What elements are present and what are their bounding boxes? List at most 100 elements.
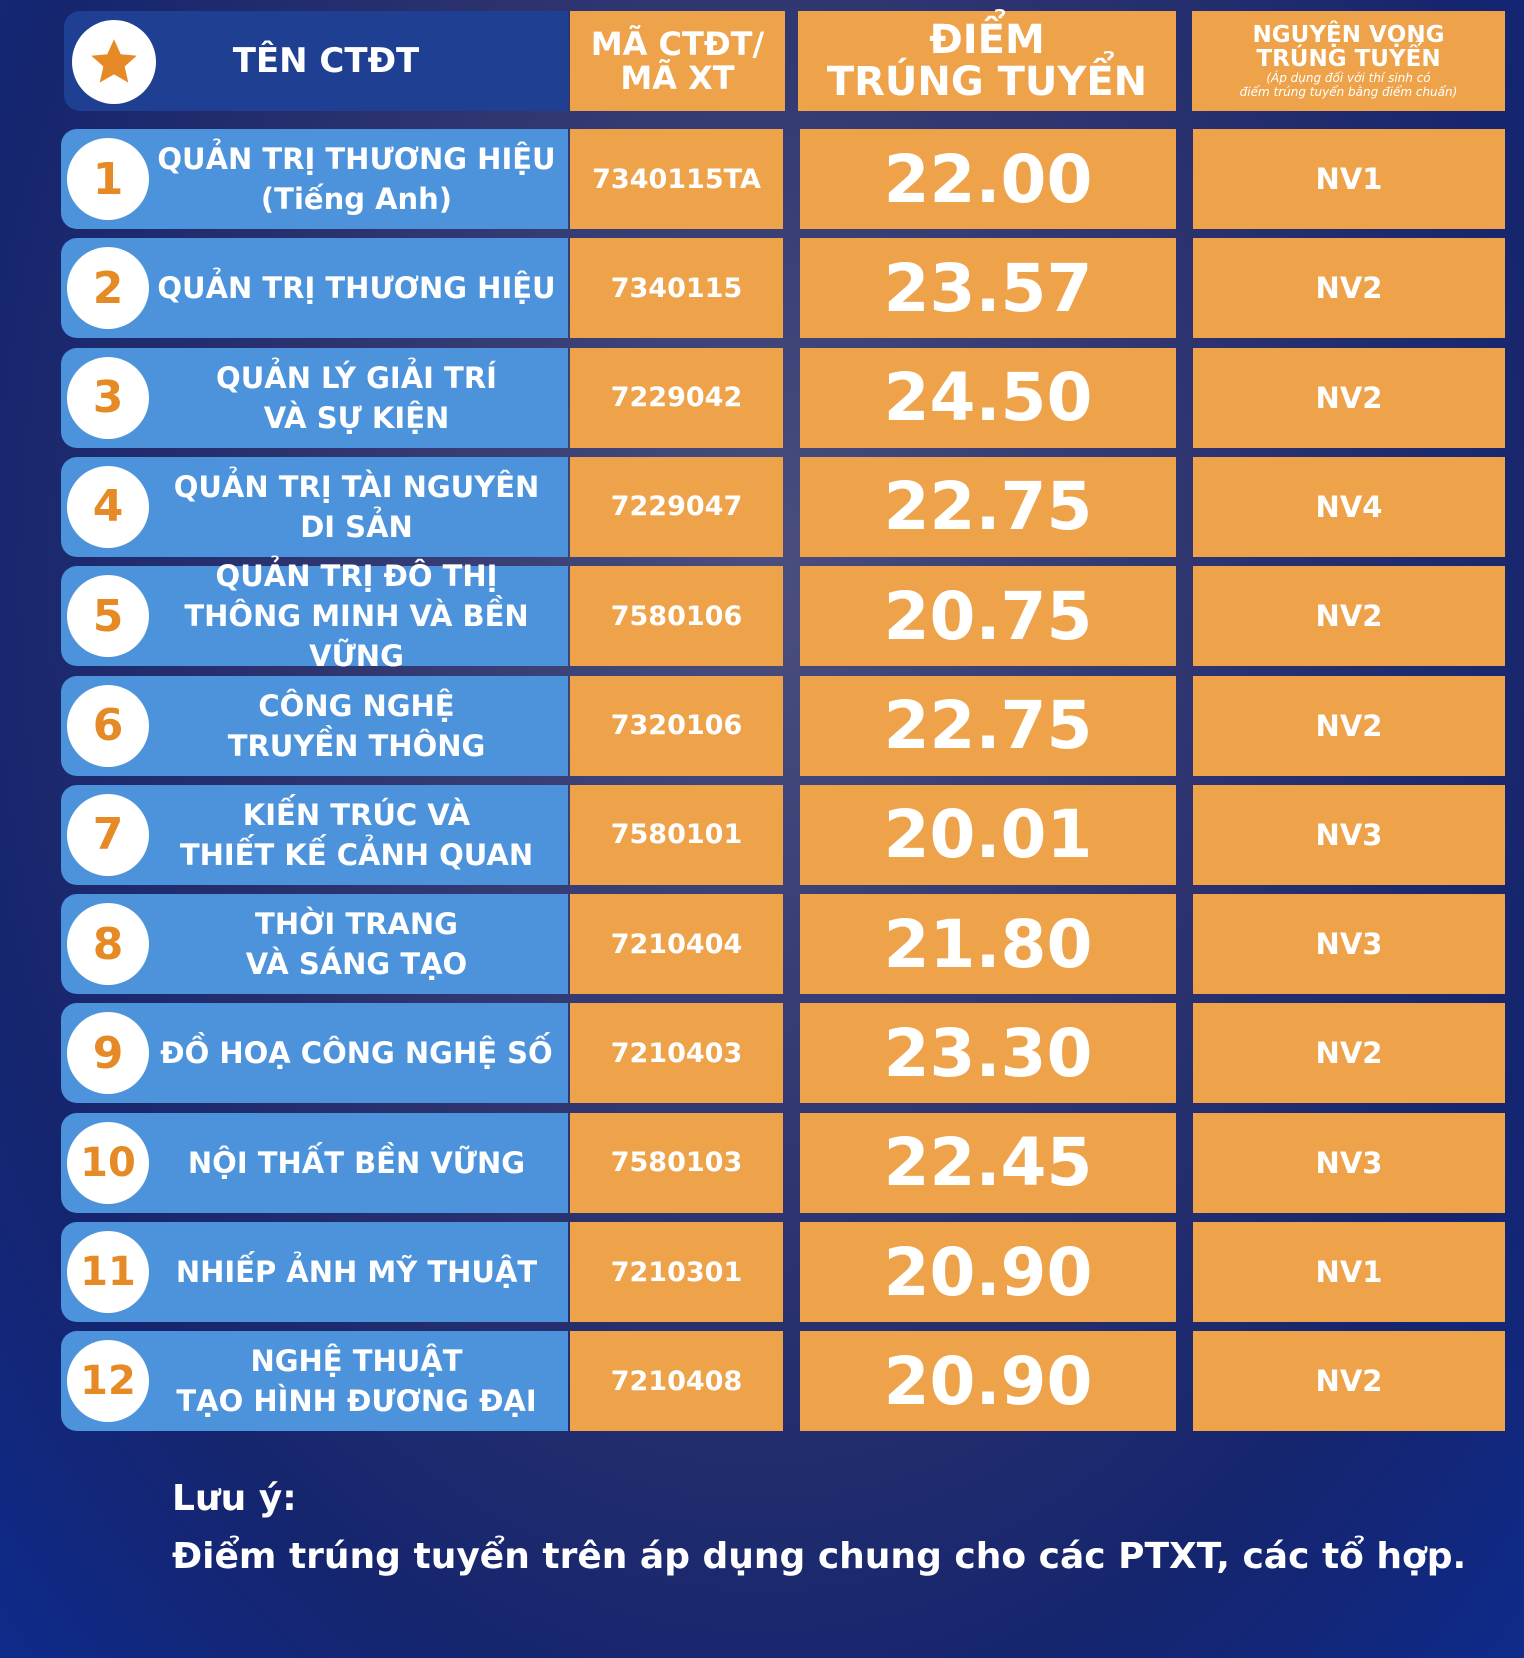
header-code-cell: MÃ CTĐT/ MÃ XT [570,11,785,111]
header-title: MÃ XT [620,59,735,97]
nv-cell: NV1 [1193,1222,1505,1322]
name-line: TẠO HÌNH ĐƯƠNG ĐẠI [176,1384,537,1419]
name-text: KIẾN TRÚC VÀ THIẾT KẾ CẢNH QUAN [151,785,562,885]
note-title: Lưu ý: [172,1478,297,1519]
score-cell: 22.75 [800,675,1176,776]
row-number: 12 [67,1340,149,1423]
name-line: THỜI TRANG [255,907,458,942]
name-line: TRUYỀN THÔNG [227,728,486,763]
name-cell: 8 THỜI TRANG VÀ SÁNG TẠO [61,894,568,995]
name-text: QUẢN TRỊ ĐÔ THỊ THÔNG MINH VÀ BỀN VỮNG [151,559,562,673]
code-cell: 7210408 [570,1331,783,1432]
name-line: NỘI THẤT BỀN VỮNG [187,1145,526,1180]
code-cell: 7580106 [570,566,783,667]
name-cell: 3 QUẢN LÝ GIẢI TRÍ VÀ SỰ KIỆN [61,347,568,448]
score-cell: 23.57 [800,238,1176,339]
name-cell: 11 NHIẾP ẢNH MỸ THUẬT [61,1222,568,1322]
name-line: KIẾN TRÚC VÀ [242,797,471,832]
name-text: NỘI THẤT BỀN VỮNG [151,1113,562,1213]
name-cell: 10 NỘI THẤT BỀN VỮNG [61,1112,568,1213]
code-cell: 7229042 [570,347,783,448]
name-text: QUẢN TRỊ TÀI NGUYÊN DI SẢN [151,457,562,557]
name-line: QUẢN TRỊ TÀI NGUYÊN [173,469,540,504]
nv-cell: NV2 [1193,1003,1505,1104]
nv-cell: NV3 [1193,894,1505,995]
name-text: CÔNG NGHỆ TRUYỀN THÔNG [151,676,562,776]
name-line: QUẢN LÝ GIẢI TRÍ [216,360,497,395]
header-title: TRÚNG TUYỂN [826,59,1148,105]
star-icon [91,39,137,83]
name-cell: 1 QUẢN TRỊ THƯƠNG HIỆU (Tiếng Anh) [61,129,568,229]
name-line: NGHỆ THUẬT [250,1344,463,1379]
note-text: Điểm trúng tuyển trên áp dụng chung cho … [172,1536,1467,1577]
name-cell: 2 QUẢN TRỊ THƯƠNG HIỆU [61,238,568,339]
row-number: 3 [67,356,149,439]
name-text: ĐỒ HOẠ CÔNG NGHỆ SỐ [151,1003,562,1103]
code-cell: 7210404 [570,894,783,995]
row-number: 9 [67,1012,149,1095]
nv-cell: NV2 [1193,238,1505,339]
header-name-cell: TÊN CTĐT [64,11,568,111]
row-number: 5 [67,575,149,658]
code-cell: 7340115 [570,238,783,339]
row-number: 7 [67,793,149,876]
row-number: 8 [67,903,149,986]
row-number: 1 [67,138,149,220]
star-badge [72,20,156,104]
nv-cell: NV3 [1193,784,1505,885]
score-cell: 23.30 [800,1003,1176,1104]
nv-cell: NV2 [1193,675,1505,776]
name-line: VÀ SÁNG TẠO [245,947,468,982]
header-score-cell: ĐIỂM TRÚNG TUYỂN [798,11,1176,111]
code-cell: 7580103 [570,1112,783,1213]
name-cell: 12 NGHỆ THUẬT TẠO HÌNH ĐƯƠNG ĐẠI [61,1331,568,1432]
name-cell: 4 QUẢN TRỊ TÀI NGUYÊN DI SẢN [61,456,568,557]
header-title: ĐIỂM [929,17,1045,63]
name-cell: 7 KIẾN TRÚC VÀ THIẾT KẾ CẢNH QUAN [61,784,568,885]
name-cell: 9 ĐỒ HOẠ CÔNG NGHỆ SỐ [61,1003,568,1104]
score-cell: 20.01 [800,784,1176,885]
name-line: QUẢN TRỊ THƯƠNG HIỆU [157,271,556,306]
score-cell: 22.45 [800,1112,1176,1213]
nv-cell: NV1 [1193,129,1505,229]
score-cell: 22.00 [800,129,1176,229]
code-cell: 7229047 [570,456,783,557]
name-text: QUẢN LÝ GIẢI TRÍ VÀ SỰ KIỆN [151,348,562,448]
header-title: TRÚNG TUYỂN [1256,46,1441,72]
name-text: QUẢN TRỊ THƯƠNG HIỆU [151,238,562,338]
header-nv-cell: NGUYỆN VỌNG TRÚNG TUYỂN (Áp dụng đối với… [1192,11,1505,111]
name-line: QUẢN TRỊ ĐÔ THỊ [215,559,498,594]
name-cell: 5 QUẢN TRỊ ĐÔ THỊ THÔNG MINH VÀ BỀN VỮNG [61,559,568,673]
header-note: điểm trúng tuyển bằng điểm chuẩn) [1239,85,1458,99]
header-title: MÃ CTĐT/ [590,25,765,63]
score-cell: 20.75 [800,566,1176,667]
nv-cell: NV2 [1193,566,1505,667]
code-cell: 7210403 [570,1003,783,1104]
row-number: 2 [67,247,149,330]
nv-cell: NV2 [1193,1331,1505,1432]
nv-cell: NV4 [1193,456,1505,557]
nv-cell: NV3 [1193,1112,1505,1213]
code-cell: 7340115TA [570,129,783,229]
name-text: THỜI TRANG VÀ SÁNG TẠO [151,894,562,994]
name-line: CÔNG NGHỆ [258,688,455,723]
name-line: QUẢN TRỊ THƯƠNG HIỆU [157,142,556,176]
header-note: (Áp dụng đối với thí sinh có [1266,71,1431,85]
name-line: VÀ SỰ KIỆN [263,400,450,435]
name-line: THIẾT KẾ CẢNH QUAN [179,837,534,872]
name-line: NHIẾP ẢNH MỸ THUẬT [175,1255,538,1289]
score-cell: 21.80 [800,894,1176,995]
code-cell: 7580101 [570,784,783,885]
row-number: 4 [67,465,149,548]
row-number: 10 [67,1121,149,1204]
nv-cell: NV2 [1193,347,1505,448]
score-cell: 22.75 [800,456,1176,557]
header-title: TÊN CTĐT [232,41,420,81]
code-cell: 7320106 [570,675,783,776]
name-line: (Tiếng Anh) [260,182,453,216]
row-number: 6 [67,684,149,767]
score-cell: 24.50 [800,347,1176,448]
header-title: NGUYỆN VỌNG [1252,22,1445,48]
code-cell: 7210301 [570,1222,783,1322]
